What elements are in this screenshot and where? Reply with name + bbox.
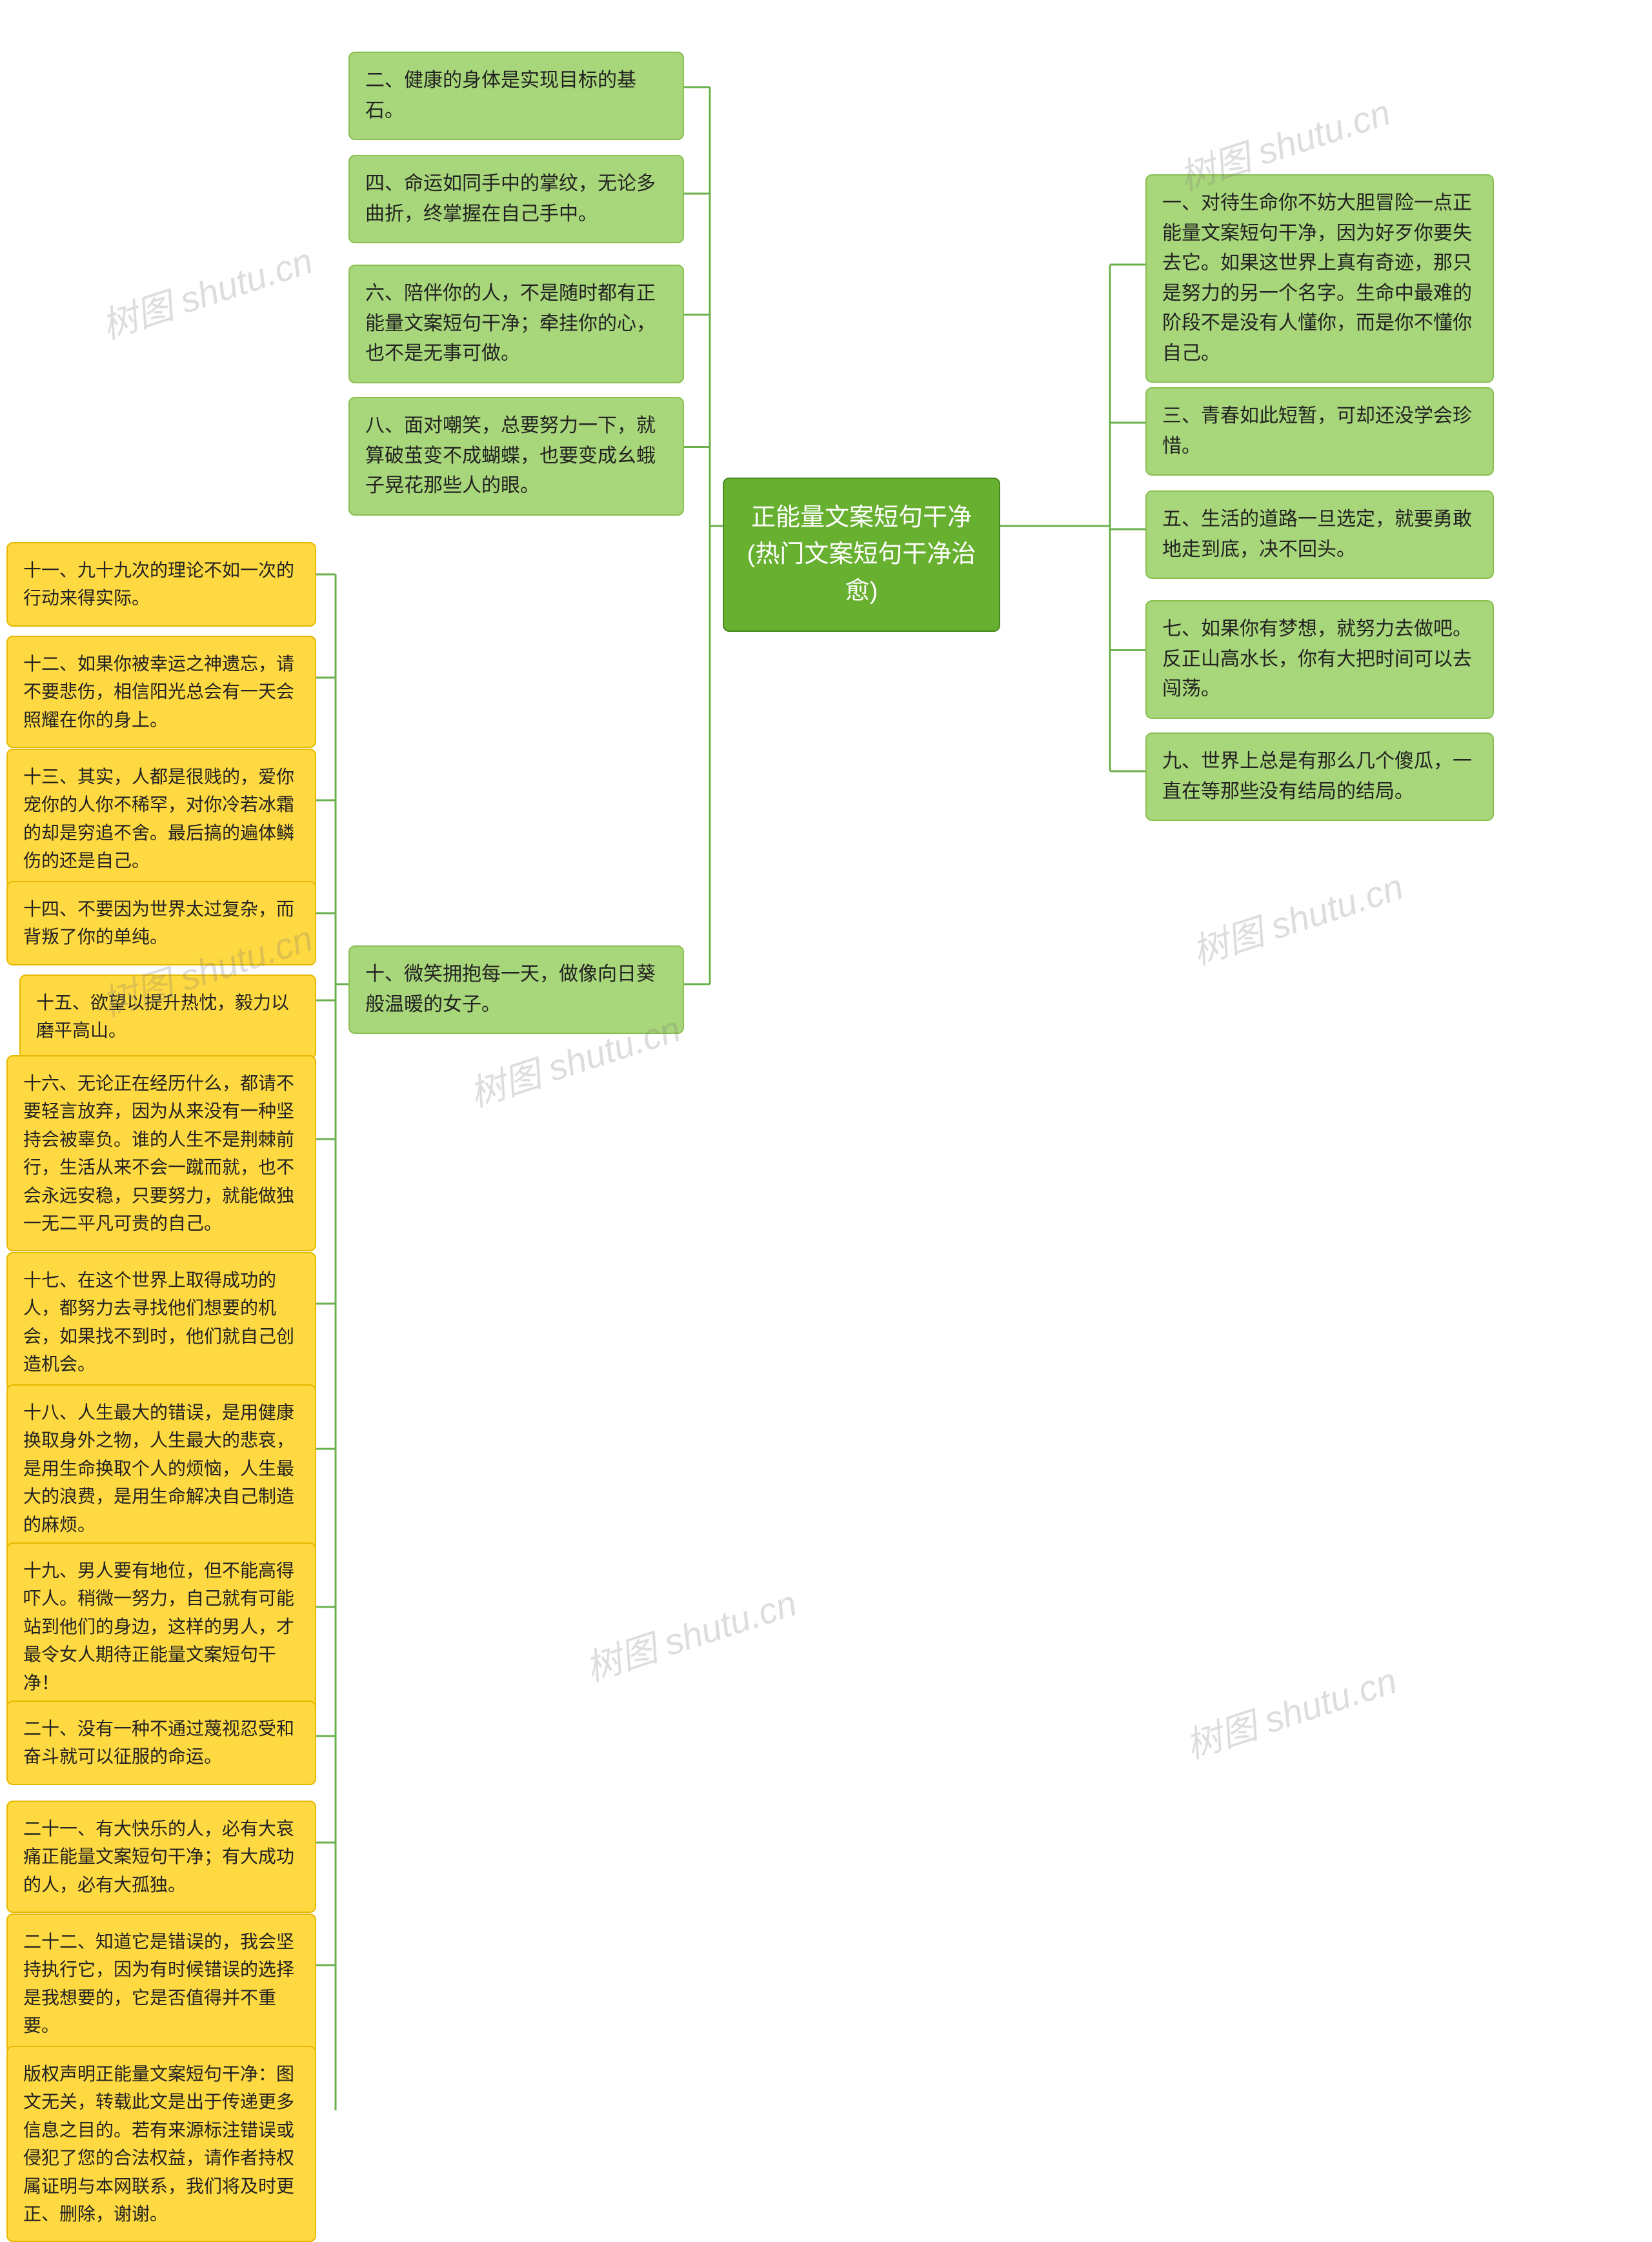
mindmap-canvas: 正能量文案短句干净(热门文案短句干净治愈) 二、健康的身体是实现目标的基石。四、… xyxy=(0,0,1652,2110)
watermark-0: 树图 shutu.cn xyxy=(94,232,319,350)
yellow-node-11[interactable]: 二十二、知道它是错误的，我会坚持执行它，因为有时候错误的选择是我想要的，它是否值… xyxy=(6,1914,316,2054)
yellow-node-9[interactable]: 二十、没有一种不通过蔑视忍受和奋斗就可以征服的命运。 xyxy=(6,1701,316,1785)
yellow-node-7[interactable]: 十八、人生最大的错误，是用健康换取身外之物，人生最大的悲哀，是用生命换取个人的烦… xyxy=(6,1384,316,1553)
right-green-node-0[interactable]: 一、对待生命你不妨大胆冒险一点正能量文案短句干净，因为好歹你要失去它。如果这世界… xyxy=(1145,174,1494,383)
watermark-5: 树图 shutu.cn xyxy=(578,1575,803,1692)
left-green-node-0[interactable]: 二、健康的身体是实现目标的基石。 xyxy=(348,52,684,140)
left-green-node-1[interactable]: 四、命运如同手中的掌纹，无论多曲折，终掌握在自己手中。 xyxy=(348,155,684,243)
yellow-node-2[interactable]: 十三、其实，人都是很贱的，爱你宠你的人你不稀罕，对你冷若冰霜的却是穷追不舍。最后… xyxy=(6,749,316,889)
right-green-node-4[interactable]: 九、世界上总是有那么几个傻瓜，一直在等那些没有结局的结局。 xyxy=(1145,732,1494,821)
right-green-node-2[interactable]: 五、生活的道路一旦选定，就要勇敢地走到底，决不回头。 xyxy=(1145,490,1494,579)
yellow-node-4[interactable]: 十五、欲望以提升热忱，毅力以磨平高山。 xyxy=(19,975,316,1059)
yellow-node-5[interactable]: 十六、无论正在经历什么，都请不要轻言放弃，因为从来没有一种坚持会被辜负。谁的人生… xyxy=(6,1055,316,1251)
left-green-node-3[interactable]: 八、面对嘲笑，总要努力一下，就算破茧变不成蝴蝶，也要变成幺蛾子晃花那些人的眼。 xyxy=(348,397,684,516)
left-green-node-2[interactable]: 六、陪伴你的人，不是随时都有正能量文案短句干净；牵挂你的心，也不是无事可做。 xyxy=(348,265,684,383)
left-green-node-4[interactable]: 十、微笑拥抱每一天，做像向日葵般温暖的女子。 xyxy=(348,945,684,1034)
yellow-node-0[interactable]: 十一、九十九次的理论不如一次的行动来得实际。 xyxy=(6,542,316,627)
yellow-node-6[interactable]: 十七、在这个世界上取得成功的人，都努力去寻找他们想要的机会，如果找不到时，他们就… xyxy=(6,1252,316,1393)
yellow-node-8[interactable]: 十九、男人要有地位，但不能高得吓人。稍微一努力，自己就有可能站到他们的身边，这样… xyxy=(6,1542,316,1711)
right-green-node-3[interactable]: 七、如果你有梦想，就努力去做吧。反正山高水长，你有大把时间可以去闯荡。 xyxy=(1145,600,1494,719)
watermark-6: 树图 shutu.cn xyxy=(1178,1652,1403,1770)
yellow-node-1[interactable]: 十二、如果你被幸运之神遗忘，请不要悲伤，相信阳光总会有一天会照耀在你的身上。 xyxy=(6,636,316,748)
yellow-node-12[interactable]: 版权声明正能量文案短句干净：图文无关，转载此文是出于传递更多信息之目的。若有来源… xyxy=(6,2046,316,2242)
right-green-node-1[interactable]: 三、青春如此短暂，可却还没学会珍惜。 xyxy=(1145,387,1494,476)
yellow-node-3[interactable]: 十四、不要因为世界太过复杂，而背叛了你的单纯。 xyxy=(6,881,316,965)
root-node[interactable]: 正能量文案短句干净(热门文案短句干净治愈) xyxy=(723,478,1000,632)
watermark-4: 树图 shutu.cn xyxy=(1185,858,1409,976)
yellow-node-10[interactable]: 二十一、有大快乐的人，必有大哀痛正能量文案短句干净；有大成功的人，必有大孤独。 xyxy=(6,1801,316,1913)
